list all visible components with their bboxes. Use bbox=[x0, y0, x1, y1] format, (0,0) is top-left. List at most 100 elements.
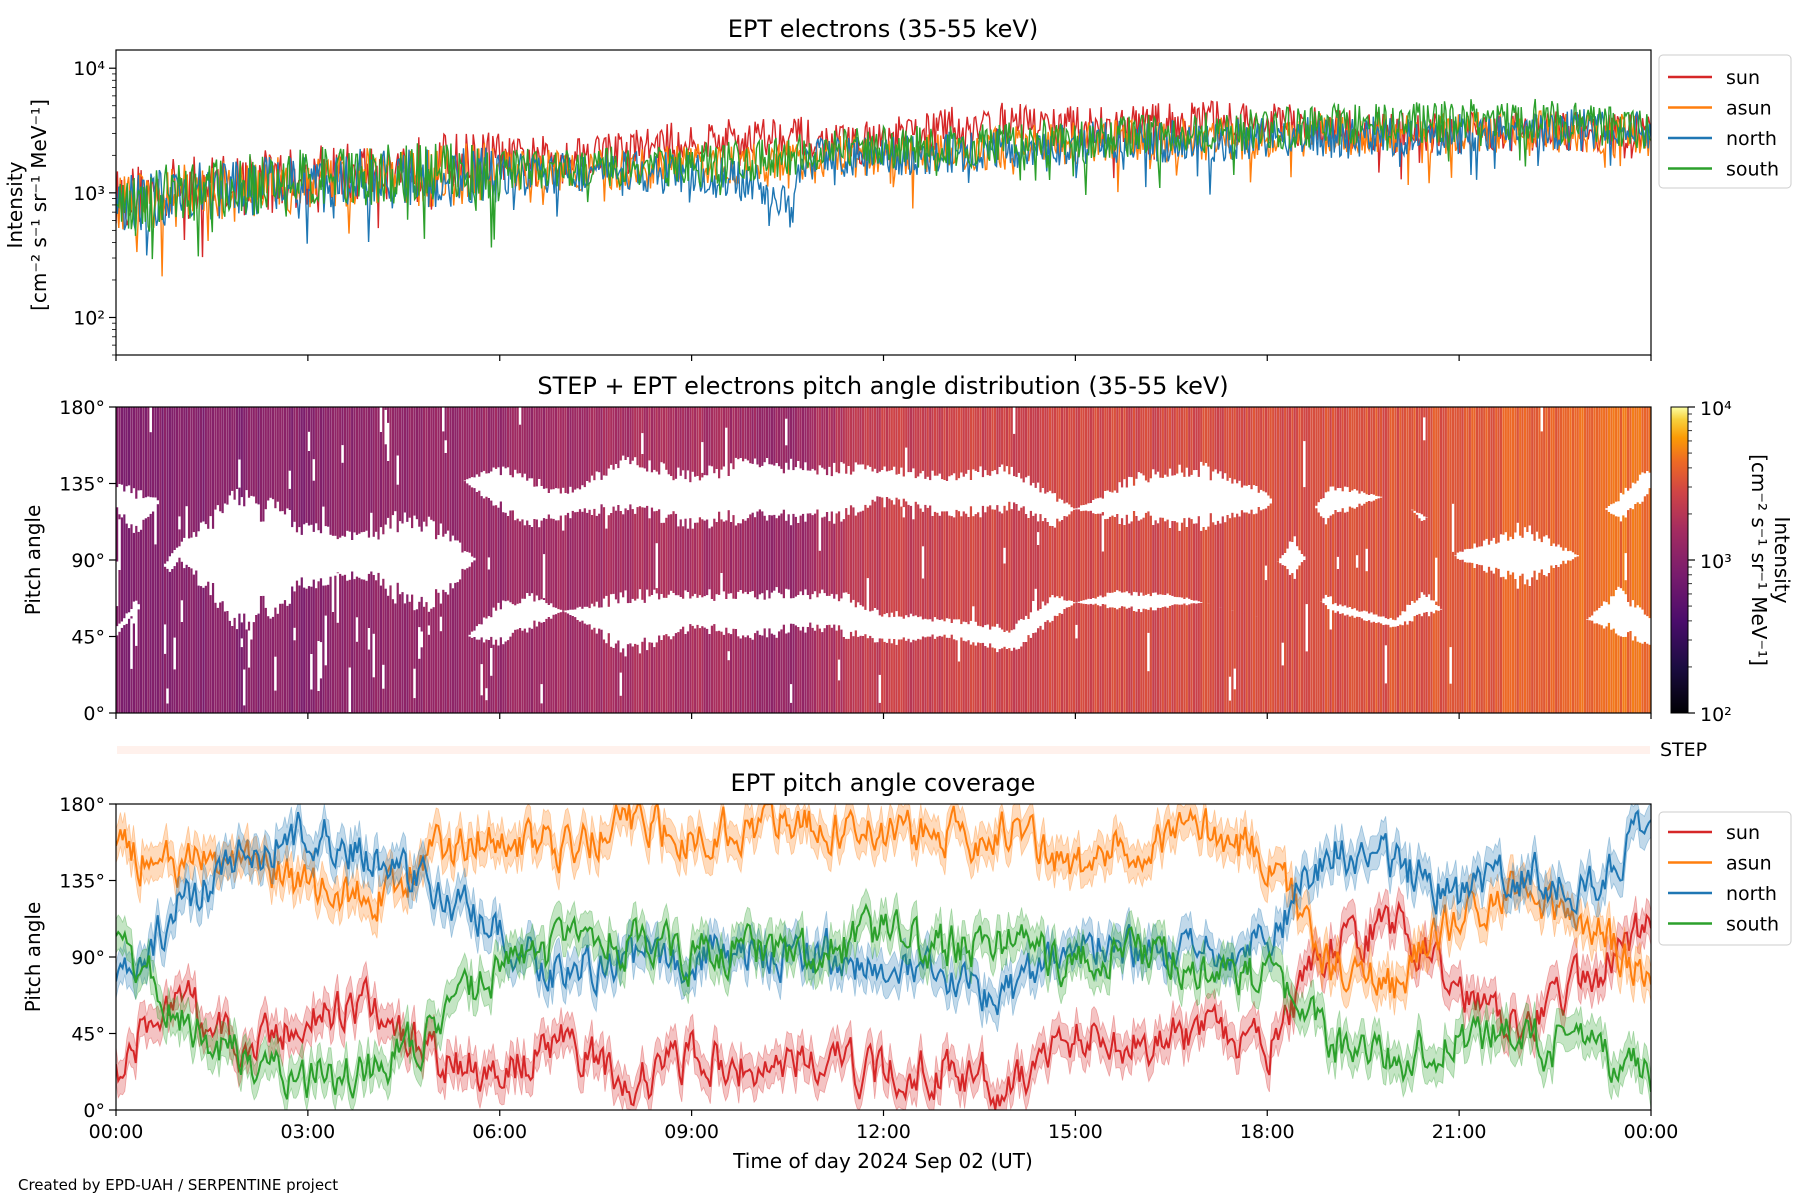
pad-y-tick-label: 90° bbox=[71, 550, 105, 572]
pad-cell bbox=[375, 580, 378, 713]
pad-cell bbox=[219, 407, 222, 512]
pad-cell bbox=[1178, 604, 1181, 713]
pad-cell bbox=[127, 618, 131, 713]
pad-cell bbox=[123, 514, 126, 619]
pad-cell bbox=[1605, 407, 1608, 509]
pad-cell bbox=[1624, 407, 1627, 488]
pad-cell bbox=[163, 653, 167, 713]
pad-cell bbox=[670, 407, 673, 476]
pad-cell bbox=[1610, 513, 1613, 597]
pad-cell bbox=[624, 656, 627, 713]
pad-cell bbox=[144, 407, 147, 498]
pad-cell bbox=[698, 517, 702, 596]
pad-cell bbox=[1552, 407, 1555, 544]
pad-cell bbox=[710, 407, 714, 467]
pad-cell bbox=[504, 641, 507, 713]
pad-cell bbox=[842, 519, 845, 593]
pad-cell bbox=[1130, 606, 1133, 713]
intensity-series-south bbox=[116, 98, 1651, 260]
pad-cell bbox=[1514, 579, 1517, 713]
pad-cell bbox=[446, 594, 450, 713]
pad-cell bbox=[1557, 407, 1560, 545]
pad-cell bbox=[895, 407, 898, 475]
pad-cell bbox=[1411, 510, 1414, 601]
pad-cell bbox=[367, 407, 371, 538]
pad-cell bbox=[912, 519, 915, 617]
pad-cell bbox=[211, 407, 215, 529]
pad-cell bbox=[298, 585, 301, 713]
pad-cell bbox=[197, 407, 200, 532]
pad-cell bbox=[1423, 407, 1426, 418]
pad-cell bbox=[1619, 521, 1623, 589]
pad-cell bbox=[821, 517, 824, 590]
intensity-panel-title: EPT electrons (35-55 keV) bbox=[728, 15, 1038, 43]
pad-cell bbox=[1466, 407, 1469, 549]
pad-cell bbox=[689, 518, 692, 599]
pad-cell bbox=[1113, 517, 1116, 592]
pad-cell bbox=[322, 585, 325, 713]
pad-cell bbox=[1252, 407, 1256, 486]
pad-cell bbox=[437, 407, 440, 535]
pad-cell bbox=[1588, 407, 1591, 618]
pad-cell bbox=[1252, 514, 1256, 713]
pad-cell bbox=[245, 629, 248, 713]
pad-cell bbox=[833, 407, 836, 463]
x-tick-label: 18:00 bbox=[1240, 1121, 1295, 1143]
pad-cell bbox=[1360, 618, 1363, 713]
pad-cell bbox=[1190, 407, 1193, 475]
pad-cell bbox=[1051, 620, 1054, 713]
pad-cell bbox=[533, 407, 536, 487]
pad-cell bbox=[1293, 578, 1296, 713]
pad-cell bbox=[446, 407, 450, 531]
pad-cell bbox=[458, 407, 462, 543]
pad-cell bbox=[1226, 407, 1229, 481]
pad-cell bbox=[348, 579, 351, 668]
pad-cell bbox=[917, 638, 920, 713]
pad-cell bbox=[1044, 407, 1047, 494]
pad-cell bbox=[216, 407, 219, 506]
pad-cell bbox=[1168, 605, 1172, 713]
pad-cell bbox=[478, 407, 481, 477]
pad-cell bbox=[1619, 407, 1623, 493]
pad-cell bbox=[1389, 627, 1392, 713]
pad-cell bbox=[1574, 557, 1577, 713]
pad-cell bbox=[890, 643, 893, 713]
pad-cell bbox=[921, 636, 925, 713]
pad-cell bbox=[1070, 511, 1073, 601]
pad-cell bbox=[1322, 517, 1325, 599]
pad-cell bbox=[1001, 407, 1004, 465]
pad-cell bbox=[989, 407, 992, 476]
pad-cell bbox=[137, 531, 140, 605]
pad-cell bbox=[199, 407, 203, 523]
pad-cell bbox=[518, 424, 522, 474]
pad-cell bbox=[1310, 407, 1313, 713]
pad-cell bbox=[1454, 407, 1457, 556]
pad-cell bbox=[485, 407, 488, 474]
pad-cell bbox=[706, 407, 709, 476]
pad-cell bbox=[845, 407, 848, 474]
pad-cell bbox=[559, 612, 562, 713]
pad-cell bbox=[1607, 622, 1611, 713]
pad-cell bbox=[1180, 522, 1184, 598]
pad-cell bbox=[837, 680, 841, 713]
pad-cell bbox=[1545, 576, 1548, 713]
pad-cell bbox=[655, 510, 658, 544]
pad-cell bbox=[900, 407, 903, 468]
pad-cell bbox=[1173, 604, 1176, 713]
pad-cell bbox=[511, 510, 514, 605]
pad-cell bbox=[540, 622, 543, 685]
pad-cell bbox=[984, 512, 987, 626]
pad-cell bbox=[998, 407, 1001, 467]
pad-cell bbox=[1276, 561, 1280, 713]
pad-cell bbox=[1396, 626, 1399, 713]
pad-cell bbox=[135, 407, 138, 499]
pad-cell bbox=[1355, 407, 1359, 491]
pad-cell bbox=[1178, 407, 1181, 465]
pad-cell bbox=[116, 507, 119, 562]
colorbar-tick-label: 10⁴ bbox=[1700, 398, 1732, 420]
pad-cell bbox=[893, 639, 896, 713]
pad-cell bbox=[730, 407, 733, 464]
pad-cell bbox=[523, 525, 526, 599]
pad-cell bbox=[1523, 407, 1527, 528]
pad-cell bbox=[670, 639, 673, 713]
